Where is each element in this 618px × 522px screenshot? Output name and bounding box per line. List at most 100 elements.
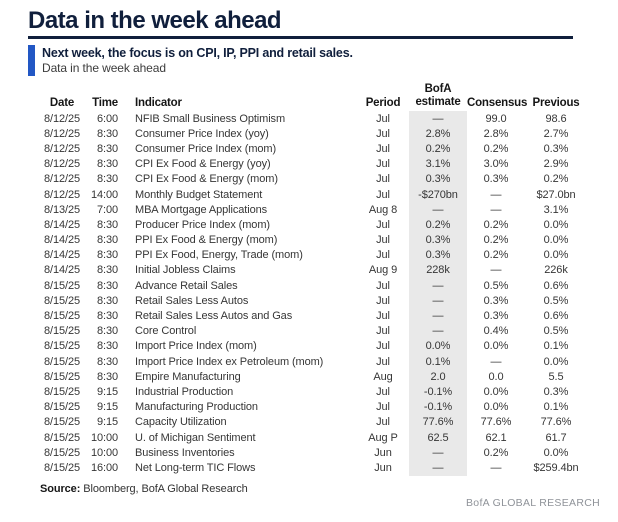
- cell-estimate: 2.8%: [409, 126, 467, 142]
- cell-consensus: —: [490, 203, 502, 216]
- cell-period: Aug 8: [368, 203, 398, 216]
- cell-estimate: 3.1%: [409, 156, 467, 172]
- cell-date: 8/13/25: [44, 203, 81, 216]
- cell-consensus: 0.2%: [483, 249, 509, 262]
- cell-indicator: Manufacturing Production: [135, 401, 258, 414]
- cell-time: 8:30: [96, 355, 118, 368]
- cell-previous: 0.0%: [543, 234, 569, 247]
- cell-period: Jul: [376, 416, 390, 429]
- cell-date: 8/14/25: [44, 264, 81, 277]
- table-row: 8/15/25 8:30 Import Price Index ex Petrole…: [44, 354, 587, 370]
- cell-consensus: —: [490, 461, 502, 474]
- cell-indicator: Monthly Budget Statement: [135, 188, 263, 201]
- cell-time: 8:30: [96, 310, 118, 323]
- cell-period: Jul: [376, 158, 390, 171]
- table-row: 8/15/25 8:30 Advance Retail Sales Jul — 0.5% 0…: [44, 278, 587, 294]
- cell-period: Jun: [374, 446, 392, 459]
- cell-date: 8/15/25: [44, 294, 81, 307]
- cell-estimate: -0.1%: [409, 399, 467, 415]
- cell-previous: 5.5: [548, 370, 564, 383]
- table-row: 8/13/25 7:00 MBA Mortgage Applications Aug …: [44, 202, 587, 218]
- cell-indicator: Retail Sales Less Autos: [135, 294, 249, 307]
- cell-estimate: 77.6%: [409, 414, 467, 430]
- table-row: 8/12/25 8:30 Consumer Price Index (mom) Jul…: [44, 141, 587, 157]
- callout-subtitle: Data in the week ahead: [42, 61, 166, 75]
- cell-period: Aug 9: [368, 264, 398, 277]
- cell-period: Jul: [376, 234, 390, 247]
- cell-time: 9:15: [96, 401, 118, 414]
- cell-period: Jul: [376, 142, 390, 155]
- cell-indicator: Producer Price Index (mom): [135, 218, 270, 231]
- cell-period: Jun: [374, 461, 392, 474]
- cell-indicator: Industrial Production: [135, 385, 234, 398]
- cell-estimate: 2.0: [409, 369, 467, 385]
- cell-previous: 0.0%: [543, 355, 569, 368]
- cell-period: Jul: [376, 249, 390, 262]
- table-row: 8/15/25 10:00 U. of Michigan Sentiment Aug …: [44, 429, 587, 446]
- cell-previous: $259.4bn: [533, 461, 579, 474]
- table-row: 8/15/25 9:15 Capacity Utilization Jul 77.6% 7…: [44, 414, 587, 430]
- cell-consensus: —: [490, 264, 502, 277]
- cell-previous: 3.1%: [543, 203, 569, 216]
- cell-estimate: 228k: [409, 262, 467, 279]
- cell-period: Jul: [376, 218, 390, 231]
- cell-estimate: -$270bn: [409, 186, 467, 203]
- cell-previous: 61.7: [545, 431, 567, 444]
- cell-consensus: 0.2%: [483, 234, 509, 247]
- table-row: 8/14/25 8:30 PPI Ex Food, Energy, Trade (m…: [44, 247, 587, 263]
- cell-consensus: 0.2%: [483, 446, 509, 459]
- cell-previous: 2.9%: [543, 158, 569, 171]
- table-row: 8/12/25 6:00 NFIB Small Business Optimism J…: [44, 111, 587, 127]
- cell-estimate: —: [409, 202, 467, 218]
- table-row: 8/12/25 8:30 CPI Ex Food & Energy (yoy) Jul…: [44, 156, 587, 172]
- source-line: Source: Bloomberg, BofA Global Research: [40, 483, 618, 495]
- cell-previous: 2.7%: [543, 127, 569, 140]
- cell-date: 8/15/25: [44, 401, 81, 414]
- table-row: 8/15/25 8:30 Empire Manufacturing Aug 2.0 0.0…: [44, 369, 587, 385]
- callout-text: Next week, the focus is on CPI, IP, PPI …: [42, 45, 353, 76]
- cell-previous: 0.1%: [543, 340, 569, 353]
- cell-previous: 0.2%: [543, 173, 569, 186]
- cell-time: 10:00: [90, 446, 118, 459]
- table-row: 8/15/25 16:00 Net Long-term TIC Flows Jun — —…: [44, 460, 587, 476]
- cell-period: Jul: [376, 385, 390, 398]
- table-row: 8/12/25 8:30 CPI Ex Food & Energy (mom) Jul…: [44, 171, 587, 187]
- cell-date: 8/14/25: [44, 249, 81, 262]
- cell-previous: 98.6: [545, 112, 567, 125]
- cell-time: 8:30: [96, 173, 118, 186]
- cell-consensus: 3.0%: [483, 158, 509, 171]
- cell-time: 9:15: [96, 416, 118, 429]
- cell-date: 8/12/25: [44, 112, 81, 125]
- cell-indicator: Advance Retail Sales: [135, 279, 238, 292]
- cell-indicator: MBA Mortgage Applications: [135, 203, 268, 216]
- cell-period: Aug P: [368, 431, 398, 444]
- economic-calendar-table: Date Time Indicator Period BofA estimate…: [44, 83, 587, 476]
- cell-date: 8/15/25: [44, 385, 81, 398]
- cell-estimate: —: [409, 308, 467, 324]
- cell-previous: 0.0%: [543, 249, 569, 262]
- cell-period: Jul: [376, 127, 390, 140]
- cell-date: 8/12/25: [44, 158, 81, 171]
- cell-estimate: —: [409, 111, 467, 127]
- cell-consensus: 0.2%: [483, 142, 509, 155]
- cell-indicator: Consumer Price Index (yoy): [135, 127, 269, 140]
- cell-consensus: 0.3%: [483, 294, 509, 307]
- cell-indicator: U. of Michigan Sentiment: [135, 431, 256, 444]
- cell-estimate: —: [409, 323, 467, 339]
- table-header-row: Date Time Indicator Period BofA estimate…: [44, 83, 587, 111]
- cell-indicator: Retail Sales Less Autos and Gas: [135, 310, 293, 323]
- table-row: 8/15/25 8:30 Core Control Jul — 0.4% 0.5%: [44, 323, 587, 339]
- cell-indicator: CPI Ex Food & Energy (yoy): [135, 158, 271, 171]
- table-row: 8/15/25 10:00 Business Inventories Jun — 0.2%…: [44, 445, 587, 461]
- cell-previous: 77.6%: [540, 416, 572, 429]
- cell-time: 16:00: [90, 461, 118, 474]
- table-row: 8/14/25 8:30 Initial Jobless Claims Aug 9 22…: [44, 262, 587, 279]
- cell-consensus: 0.4%: [483, 325, 509, 338]
- cell-indicator: Import Price Index ex Petroleum (mom): [135, 355, 324, 368]
- cell-indicator: CPI Ex Food & Energy (mom): [135, 173, 278, 186]
- cell-date: 8/15/25: [44, 461, 81, 474]
- cell-period: Jul: [376, 325, 390, 338]
- cell-period: Jul: [376, 340, 390, 353]
- cell-time: 9:15: [96, 385, 118, 398]
